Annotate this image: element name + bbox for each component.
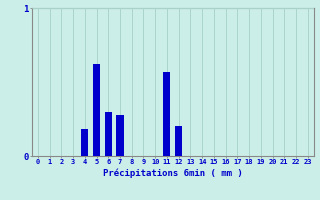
X-axis label: Précipitations 6min ( mm ): Précipitations 6min ( mm ) — [103, 168, 243, 178]
Bar — [164, 72, 171, 156]
Bar — [81, 129, 88, 156]
Bar — [175, 126, 182, 156]
Bar — [93, 64, 100, 156]
Bar — [105, 112, 112, 156]
Bar — [116, 115, 124, 156]
